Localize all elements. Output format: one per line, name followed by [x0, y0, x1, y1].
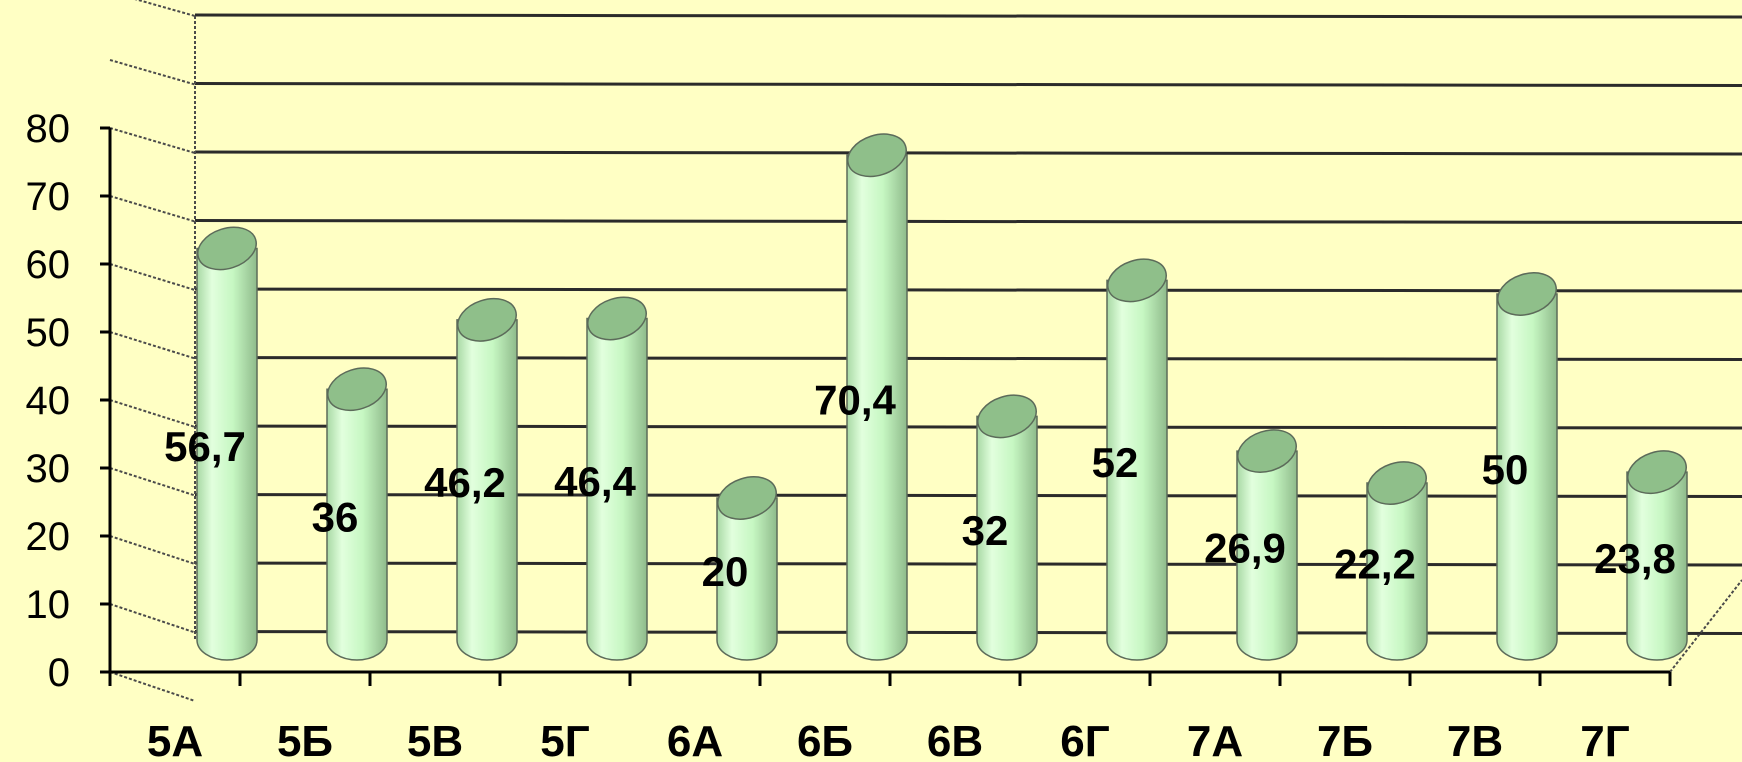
- side-wall-line: [109, 671, 196, 702]
- side-wall-line: [109, 59, 196, 86]
- y-tick-label: 10: [26, 583, 71, 627]
- data-label: 46,4: [554, 458, 636, 505]
- x-tick-label: 5В: [407, 717, 463, 762]
- y-tick-label: 50: [26, 311, 71, 355]
- bar-top: [1367, 461, 1427, 505]
- side-wall-line: [109, 195, 196, 223]
- bar-body: [326, 388, 388, 661]
- x-tick-label: 6А: [667, 717, 723, 762]
- bar-top: [327, 367, 387, 412]
- bar-6В: [976, 394, 1038, 661]
- bar-6Б: [846, 133, 908, 661]
- bar-body: [586, 317, 648, 661]
- side-wall-line: [109, 535, 196, 565]
- bar-5В: [456, 297, 518, 661]
- bar-body: [196, 247, 258, 661]
- bar-top: [587, 296, 647, 341]
- x-tick-label: 5Г: [540, 717, 589, 762]
- data-label: 36: [312, 494, 359, 541]
- x-tick-label: 6Г: [1060, 717, 1109, 762]
- data-label: 23,8: [1594, 535, 1676, 582]
- bar-body: [716, 497, 778, 661]
- x-tick-label: 7В: [1447, 717, 1503, 762]
- bar-body: [1626, 471, 1688, 661]
- bar-top: [1237, 429, 1297, 473]
- bar-top: [847, 133, 907, 178]
- x-tick-label: 5Б: [277, 717, 333, 762]
- side-wall-line: [109, 127, 196, 154]
- gridline: [194, 356, 1742, 361]
- y-tick-label: 0: [48, 651, 70, 695]
- bar-body: [456, 319, 518, 661]
- bar-5А: [196, 226, 258, 661]
- gridline: [194, 150, 1742, 156]
- gridline: [194, 424, 1742, 430]
- x-tick-label: 6Б: [797, 717, 853, 762]
- y-tick-label: 20: [26, 515, 71, 559]
- bar-body: [976, 415, 1038, 661]
- y-tick-label: 30: [26, 447, 71, 491]
- gridline: [194, 561, 1742, 567]
- bar-7А: [1236, 429, 1298, 661]
- x-tick-label: 7Б: [1317, 717, 1373, 762]
- y-tick-label: 70: [26, 175, 71, 219]
- bar-5Г: [586, 296, 648, 661]
- bar-top: [1497, 272, 1557, 316]
- gridline: [194, 13, 1742, 19]
- bar-body: [1366, 482, 1428, 661]
- bar-7В: [1496, 272, 1558, 661]
- bar-top: [197, 226, 257, 271]
- side-wall-line: [109, 263, 196, 291]
- bars: [196, 133, 1688, 661]
- bar-body: [1236, 450, 1298, 661]
- bar-top: [717, 476, 777, 520]
- side-wall-line: [109, 331, 196, 360]
- bar-6Г: [1106, 258, 1168, 661]
- gridline: [194, 219, 1742, 224]
- data-label: 50: [1482, 446, 1529, 493]
- gridline: [194, 82, 1742, 87]
- y-tick-label: 40: [26, 379, 71, 423]
- bar-7Б: [1366, 461, 1428, 661]
- data-label: 70,4: [814, 377, 896, 424]
- data-labels: 56,7 36 46,2 46,4 20 70,4 32 52 26,9 22,2 50 23,8: [164, 377, 1676, 595]
- side-wall-line: [109, 467, 196, 497]
- data-label: 22,2: [1334, 541, 1416, 588]
- bar-body: [846, 154, 908, 661]
- gridline: [194, 493, 1742, 498]
- x-tick-label: 7А: [1187, 717, 1243, 762]
- gridline: [194, 287, 1742, 293]
- bar-7Г: [1626, 450, 1688, 661]
- bar-top: [457, 297, 517, 342]
- axes: 0 10 20 30 40 50 60 70 80 5А 5Б 5В 5Г 6А 6Б 6В 6Г 7А 7Б 7В 7…: [26, 107, 1672, 762]
- data-label: 46,2: [424, 459, 506, 506]
- y-tick-label: 80: [26, 107, 71, 151]
- bar-top: [1107, 258, 1167, 303]
- data-label: 20: [702, 548, 749, 595]
- data-label: 52: [1092, 439, 1139, 486]
- side-wall-line: [109, 603, 196, 634]
- bar-top: [1627, 450, 1687, 495]
- bar-6А: [716, 476, 778, 661]
- bar-body: [1106, 279, 1168, 661]
- x-tick-label: 6В: [927, 717, 983, 762]
- data-label: 26,9: [1204, 525, 1286, 572]
- x-tick-label: 5А: [147, 717, 203, 762]
- bar-5Б: [326, 367, 388, 661]
- bar-top: [977, 394, 1037, 439]
- data-label: 56,7: [164, 423, 246, 470]
- floor-edge: [1669, 579, 1742, 673]
- bar-body: [1496, 293, 1558, 661]
- y-tick-label: 60: [26, 243, 71, 287]
- x-tick-label: 7Г: [1580, 717, 1629, 762]
- side-wall-line: [134, 0, 196, 17]
- gridline: [194, 630, 1742, 635]
- data-label: 32: [962, 507, 1009, 554]
